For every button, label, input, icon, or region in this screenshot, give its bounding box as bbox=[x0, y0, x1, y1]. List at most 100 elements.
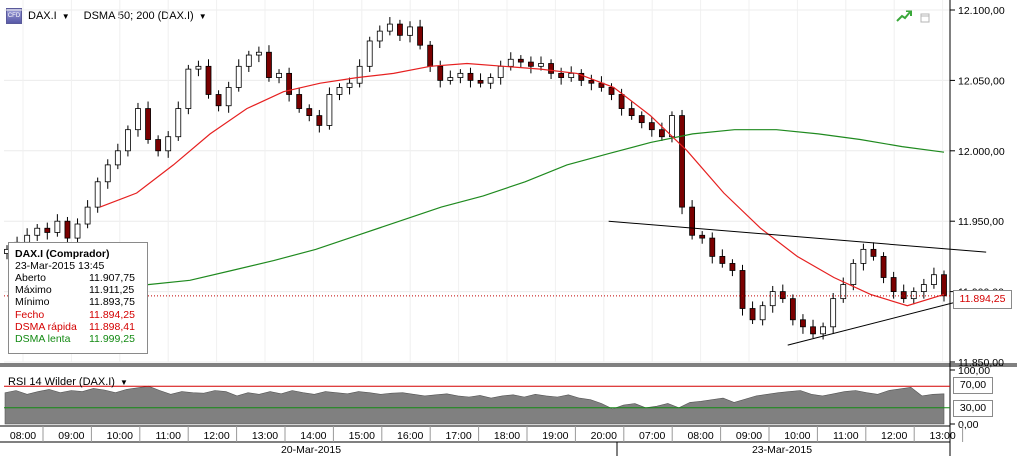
symbol-selector[interactable]: CFD DAX.I ▼ bbox=[6, 8, 70, 24]
candle-body bbox=[941, 274, 947, 297]
candle-body bbox=[427, 44, 434, 67]
candle bbox=[538, 56, 544, 71]
candle-body bbox=[437, 65, 444, 81]
candle bbox=[366, 36, 373, 72]
candle bbox=[507, 52, 514, 71]
candle-body bbox=[880, 255, 887, 278]
candle bbox=[658, 122, 665, 141]
candle-body bbox=[366, 40, 373, 67]
candle-body bbox=[920, 284, 927, 292]
candle-body bbox=[467, 72, 474, 81]
candle-body bbox=[135, 108, 141, 131]
candle bbox=[175, 101, 182, 141]
candle-body bbox=[608, 87, 615, 95]
candle-body bbox=[94, 181, 101, 208]
candle bbox=[487, 73, 494, 89]
candle bbox=[477, 73, 484, 88]
candle-body bbox=[800, 319, 806, 328]
candle bbox=[739, 264, 746, 316]
rsi-70-tag: 70,00 bbox=[953, 377, 993, 394]
candle bbox=[94, 177, 101, 213]
candle-body bbox=[578, 72, 585, 81]
candle-body bbox=[739, 270, 746, 309]
rsi-tick-label: 100,00 bbox=[958, 365, 990, 377]
candle-body bbox=[507, 58, 514, 67]
candle-body bbox=[618, 94, 625, 109]
candle bbox=[548, 59, 554, 79]
rsi-panel: 100,00 0,00 bbox=[4, 365, 990, 431]
maximize-icon[interactable] bbox=[920, 10, 930, 28]
candle-body bbox=[114, 150, 121, 166]
candle bbox=[205, 59, 212, 99]
candle-body bbox=[749, 308, 756, 321]
candle bbox=[860, 243, 867, 271]
candle-body bbox=[900, 291, 907, 300]
indicator-selector[interactable]: DSMA 50; 200 (DAX.I) ▼ bbox=[84, 10, 207, 22]
candle-body bbox=[125, 129, 131, 152]
candle-body bbox=[407, 26, 413, 36]
candle bbox=[376, 25, 383, 49]
candle-body bbox=[326, 94, 333, 126]
candle bbox=[346, 77, 353, 95]
candle bbox=[104, 159, 111, 189]
rsi-30-tag: 30,00 bbox=[953, 400, 993, 417]
candle bbox=[578, 69, 585, 87]
candle-body bbox=[689, 206, 696, 236]
candle bbox=[719, 249, 726, 268]
candle-body bbox=[538, 63, 544, 67]
rsi-area bbox=[4, 385, 945, 425]
x-tick-label: 12:00 bbox=[881, 430, 907, 442]
candle-body bbox=[74, 223, 81, 239]
candle bbox=[125, 125, 131, 157]
candle bbox=[679, 109, 685, 215]
candle bbox=[64, 216, 71, 244]
candle-body bbox=[457, 72, 464, 78]
candle-body bbox=[679, 115, 685, 208]
candle-body bbox=[789, 298, 796, 321]
candle bbox=[789, 294, 796, 326]
rsi-tick-label: 0,00 bbox=[958, 419, 979, 431]
candle bbox=[135, 102, 141, 137]
candle bbox=[386, 17, 393, 36]
x-tick-label: 19:00 bbox=[542, 430, 568, 442]
candle-body bbox=[165, 136, 172, 152]
trendline bbox=[608, 220, 987, 253]
last-price-tag: 11.894,25 bbox=[953, 290, 1012, 309]
x-tick-label: 10:00 bbox=[107, 430, 133, 442]
candle-body bbox=[44, 227, 51, 233]
candle bbox=[437, 60, 444, 88]
candle bbox=[568, 66, 575, 82]
candle-body bbox=[266, 51, 272, 78]
candle-body bbox=[638, 115, 645, 124]
candle-body bbox=[225, 87, 232, 107]
candle bbox=[447, 70, 454, 85]
info-row: Mínimo 11.893,75 bbox=[15, 296, 135, 309]
x-tick-label: 09:00 bbox=[736, 430, 762, 442]
candle bbox=[920, 278, 927, 299]
candle-body bbox=[669, 115, 675, 138]
candle-body bbox=[931, 274, 937, 285]
info-datetime: 23-Mar-2015 13:45 bbox=[15, 260, 105, 272]
candle bbox=[900, 284, 907, 303]
candle bbox=[850, 259, 857, 291]
trend-icon[interactable] bbox=[896, 9, 912, 28]
rsi-header[interactable]: RSI 14 Wilder (DAX.I) ▼ bbox=[8, 376, 128, 388]
candle-body bbox=[528, 61, 534, 67]
x-tick-label: 10:00 bbox=[784, 430, 810, 442]
candle bbox=[397, 19, 403, 41]
x-tick-label: 11:00 bbox=[833, 430, 859, 442]
info-row: Aberto 11.907,75 bbox=[15, 272, 135, 284]
candle bbox=[931, 267, 937, 289]
chart-toolbar: CFD DAX.I ▼ DSMA 50; 200 (DAX.I) ▼ bbox=[6, 6, 221, 26]
candle bbox=[830, 293, 837, 334]
candle-body bbox=[376, 30, 383, 42]
info-row-close: Fecho 11.894,25 bbox=[15, 308, 135, 321]
candle-body bbox=[397, 23, 403, 36]
candle-body bbox=[910, 291, 917, 300]
candle-body bbox=[648, 122, 655, 131]
candle-body bbox=[830, 298, 837, 328]
candle bbox=[689, 200, 696, 240]
candle bbox=[185, 64, 192, 115]
